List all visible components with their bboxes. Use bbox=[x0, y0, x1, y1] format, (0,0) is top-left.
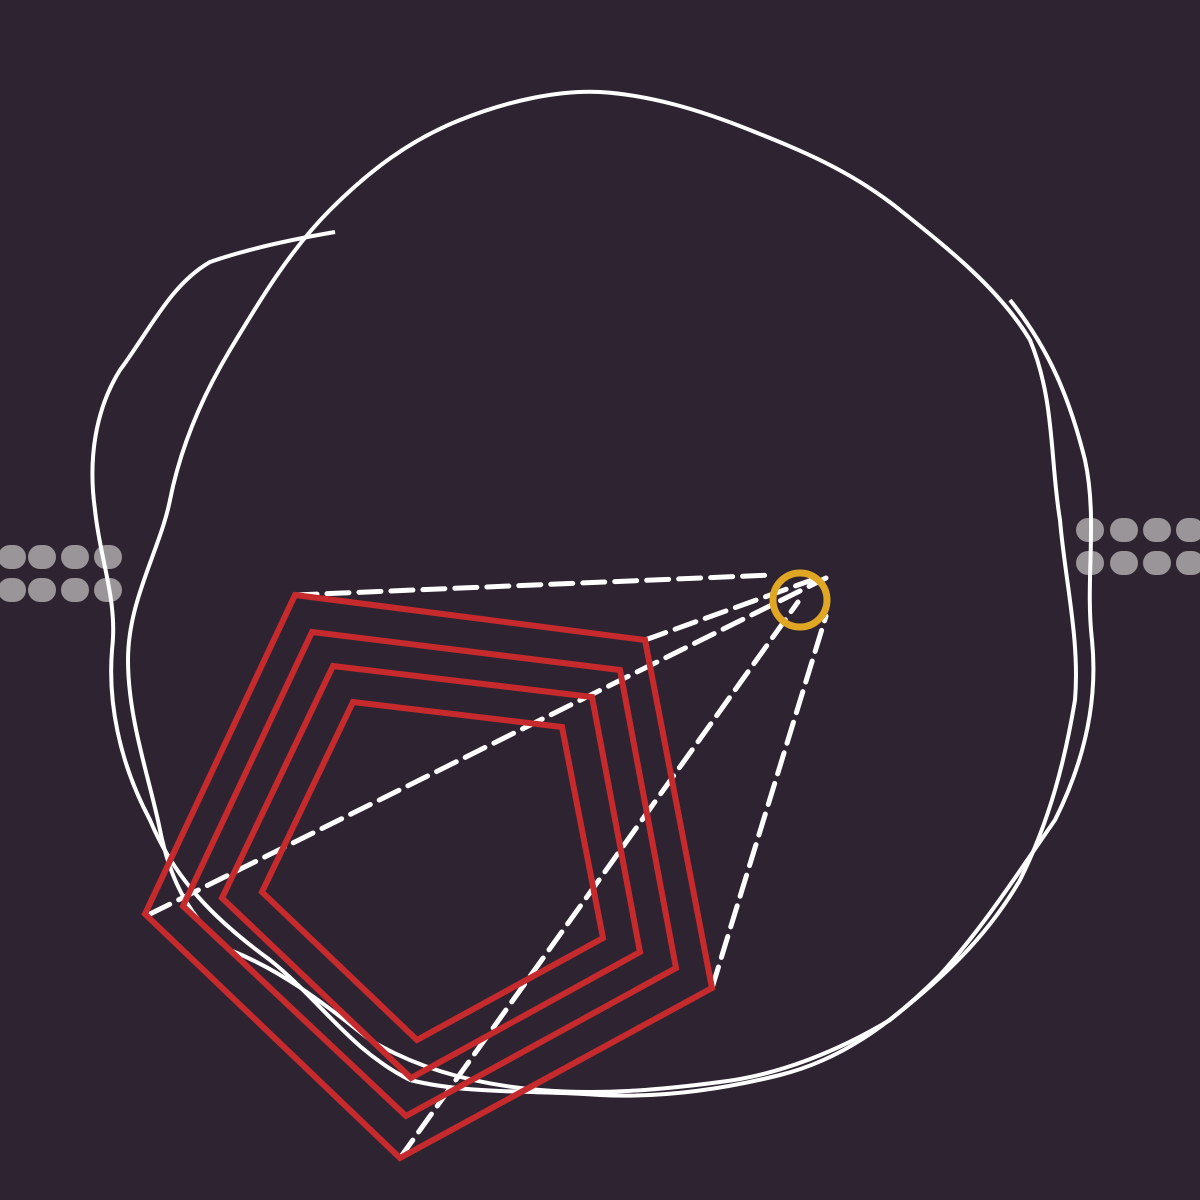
dot bbox=[0, 578, 26, 602]
dashed-line bbox=[147, 575, 829, 917]
nested-pentagons bbox=[141, 591, 716, 1162]
dashed-connectors bbox=[147, 572, 829, 1161]
dot bbox=[1110, 518, 1138, 542]
focus-ring bbox=[769, 569, 831, 631]
dashed-line bbox=[397, 599, 801, 1161]
pentagon-outline bbox=[218, 662, 644, 1082]
dot bbox=[1143, 551, 1171, 575]
dot bbox=[1143, 518, 1171, 542]
pentagon-outline bbox=[258, 698, 607, 1044]
pentagon-outline bbox=[179, 628, 680, 1120]
dot bbox=[61, 578, 89, 602]
dot bbox=[1176, 518, 1200, 542]
dot bbox=[61, 545, 89, 569]
dot bbox=[28, 545, 56, 569]
wavy-blob-outline-back bbox=[90, 230, 1096, 1098]
dashed-line bbox=[642, 577, 815, 643]
dashed-line bbox=[709, 613, 829, 991]
dot bbox=[28, 578, 56, 602]
dashed-line bbox=[292, 572, 775, 598]
dot bbox=[1110, 551, 1138, 575]
dot bbox=[0, 545, 26, 569]
pentagon-outline bbox=[141, 591, 716, 1162]
wavy-blob-outline-front bbox=[125, 89, 1079, 1094]
dot bbox=[94, 545, 122, 569]
dot bbox=[1176, 551, 1200, 575]
